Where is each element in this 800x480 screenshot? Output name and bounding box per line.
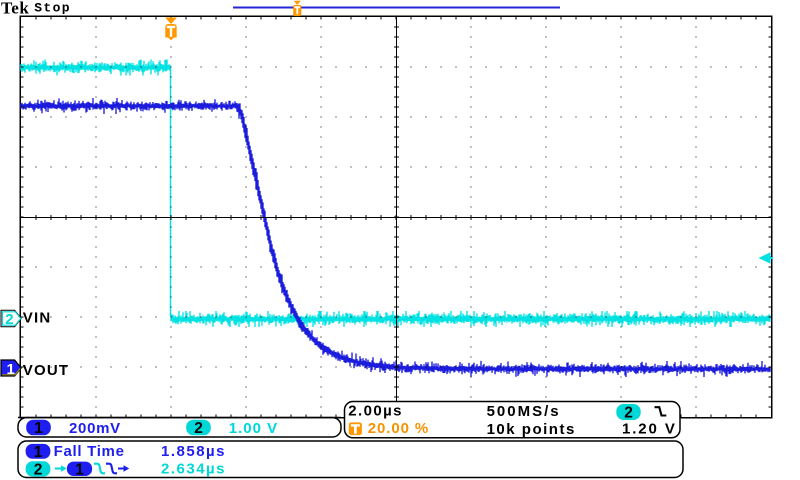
svg-text:1: 1 — [34, 444, 43, 461]
svg-text:1.20 V: 1.20 V — [622, 421, 677, 438]
svg-text:Fall Time: Fall Time — [54, 443, 125, 460]
svg-text:200mV: 200mV — [69, 420, 121, 437]
svg-text:Stop: Stop — [34, 1, 71, 16]
svg-text:1.00 V: 1.00 V — [229, 420, 278, 437]
svg-text:Tek: Tek — [1, 0, 29, 18]
svg-text:500MS/s: 500MS/s — [487, 403, 561, 420]
svg-text:VOUT: VOUT — [23, 362, 69, 379]
svg-text:2: 2 — [624, 405, 633, 422]
svg-text:1: 1 — [7, 361, 15, 378]
svg-text:VIN: VIN — [23, 310, 52, 327]
svg-text:10k points: 10k points — [487, 421, 576, 438]
svg-text:1.858µs: 1.858µs — [161, 443, 226, 460]
svg-text:2: 2 — [34, 462, 43, 479]
svg-text:20.00 %: 20.00 % — [368, 420, 429, 437]
svg-text:1: 1 — [75, 461, 84, 478]
svg-text:1: 1 — [34, 420, 43, 437]
svg-text:2.00µs: 2.00µs — [348, 403, 403, 420]
svg-text:2: 2 — [5, 311, 13, 328]
svg-text:2.634µs: 2.634µs — [161, 461, 226, 478]
svg-text:2: 2 — [194, 420, 203, 437]
